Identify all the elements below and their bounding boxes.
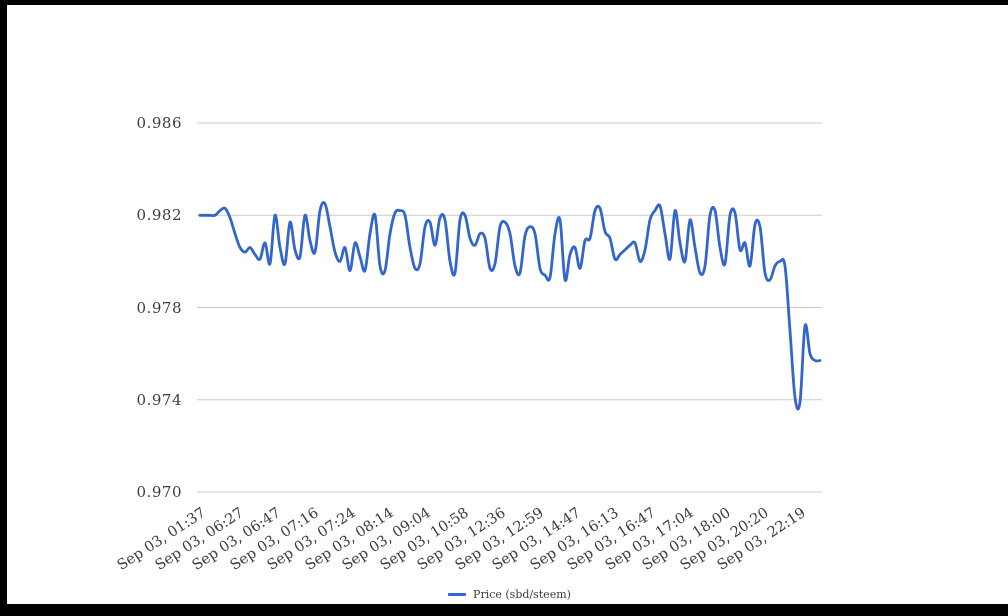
y-axis-tick-label: 0.974 [136,390,182,409]
legend-label: Price (sbd/steem) [473,587,571,601]
legend-line-swatch [448,592,467,596]
y-axis-tick-label: 0.982 [136,206,182,225]
y-axis-tick-label: 0.970 [136,483,182,501]
chart-page: 0.986 0.982 0.978 0.974 0.970 Sep 03, 01:37 S… [7,5,1008,604]
price-line-series [198,201,822,411]
legend: Price (sbd/steem) [197,586,822,602]
y-axis-tick-label: 0.986 [136,114,182,132]
y-axis-tick-label: 0.978 [136,298,182,317]
plot-area [197,122,822,493]
